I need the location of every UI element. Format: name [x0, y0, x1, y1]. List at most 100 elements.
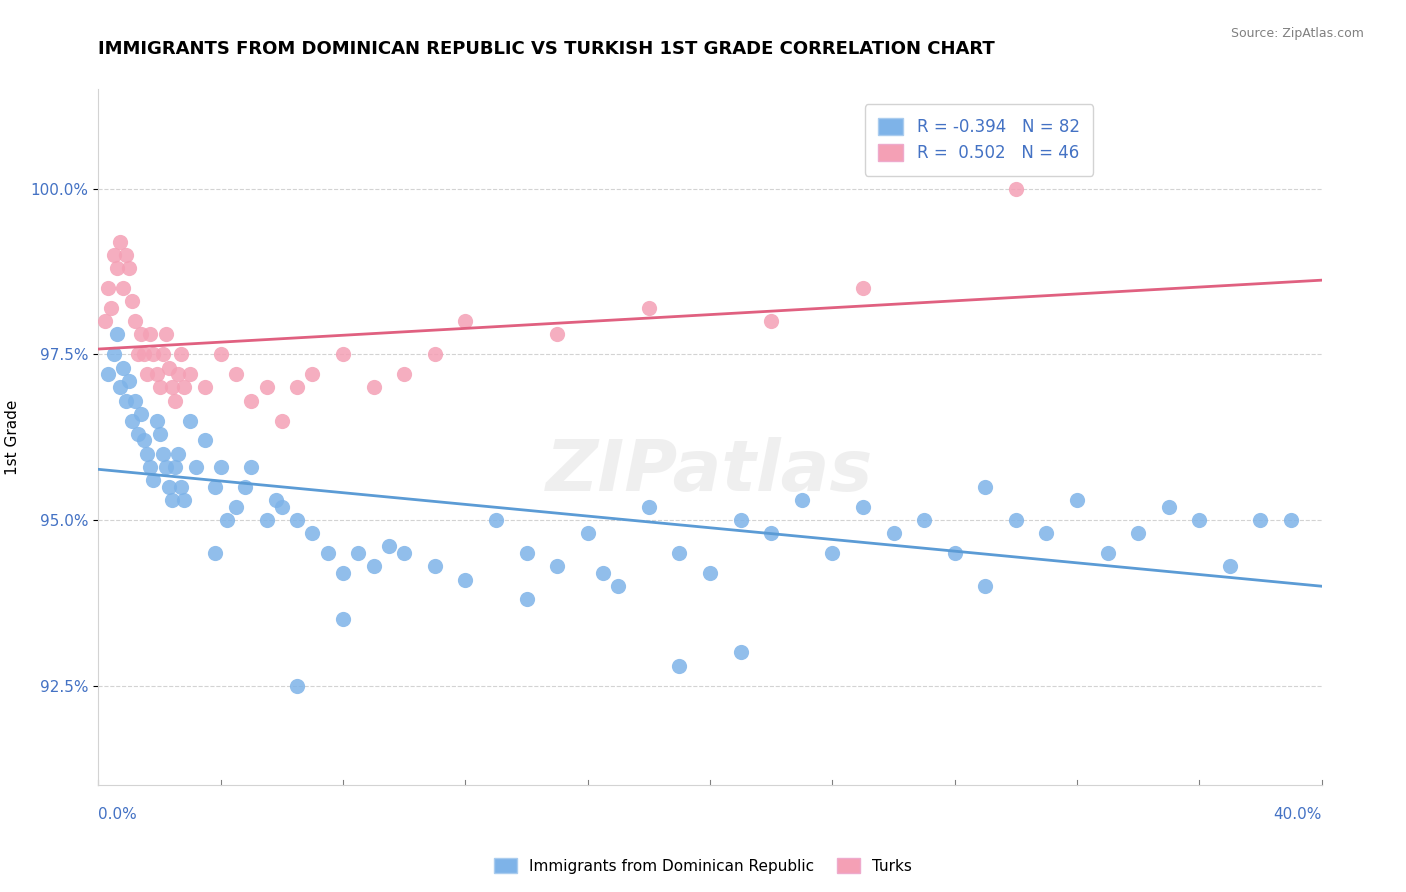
Point [108, 380, 131, 394]
Point [127, 347, 149, 361]
Point [160, 380, 183, 394]
Point [761, 526, 783, 541]
Point [108, 235, 131, 249]
Text: ZIPatlas: ZIPatlas [547, 437, 873, 507]
Point [883, 526, 905, 541]
Point [139, 459, 162, 474]
Point [152, 347, 174, 361]
Point [155, 459, 177, 474]
Point [423, 559, 446, 574]
Point [209, 459, 232, 474]
Point [139, 327, 162, 342]
Point [170, 347, 193, 361]
Point [546, 559, 568, 574]
Point [730, 645, 752, 659]
Point [852, 500, 875, 514]
Point [821, 546, 844, 560]
Point [1157, 500, 1180, 514]
Point [163, 393, 186, 408]
Point [285, 380, 308, 394]
Point [129, 407, 152, 421]
Point [423, 347, 446, 361]
Point [332, 347, 354, 361]
Point [134, 434, 156, 448]
Point [1004, 181, 1026, 195]
Point [103, 248, 125, 262]
Point [240, 459, 263, 474]
Point [730, 513, 752, 527]
Point [974, 480, 997, 494]
Point [285, 679, 308, 693]
Point [225, 500, 247, 514]
Point [115, 248, 138, 262]
Point [454, 314, 477, 328]
Text: IMMIGRANTS FROM DOMINICAN REPUBLIC VS TURKISH 1ST GRADE CORRELATION CHART: IMMIGRANTS FROM DOMINICAN REPUBLIC VS TU… [98, 40, 995, 58]
Point [105, 261, 128, 276]
Point [546, 327, 568, 342]
Point [157, 480, 180, 494]
Point [316, 546, 339, 560]
Point [1035, 526, 1057, 541]
Point [163, 459, 186, 474]
Text: Source: ZipAtlas.com: Source: ZipAtlas.com [1230, 27, 1364, 40]
Point [149, 426, 172, 441]
Point [204, 480, 226, 494]
Point [142, 473, 165, 487]
Point [225, 367, 247, 381]
Point [256, 513, 278, 527]
Point [264, 493, 287, 508]
Point [93, 314, 115, 328]
Point [240, 393, 263, 408]
Point [118, 374, 141, 388]
Point [270, 413, 294, 427]
Point [100, 301, 122, 315]
Point [637, 500, 661, 514]
Point [157, 360, 180, 375]
Point [347, 546, 370, 560]
Point [285, 513, 308, 527]
Point [912, 513, 935, 527]
Point [1219, 559, 1241, 574]
Y-axis label: 1st Grade: 1st Grade [4, 400, 20, 475]
Point [790, 493, 813, 508]
Point [209, 347, 232, 361]
Point [637, 301, 661, 315]
Point [516, 592, 538, 607]
Point [149, 380, 172, 394]
Point [1066, 493, 1088, 508]
Point [1097, 546, 1119, 560]
Point [1128, 526, 1150, 541]
Point [121, 413, 143, 427]
Point [194, 380, 217, 394]
Point [145, 367, 167, 381]
Point [167, 367, 190, 381]
Point [332, 566, 354, 580]
Point [136, 367, 159, 381]
Point [1250, 513, 1272, 527]
Point [115, 393, 138, 408]
Point [111, 360, 134, 375]
Point [136, 447, 159, 461]
Point [378, 540, 401, 554]
Point [173, 380, 195, 394]
Point [363, 380, 385, 394]
Legend: R = -0.394   N = 82, R =  0.502   N = 46: R = -0.394 N = 82, R = 0.502 N = 46 [865, 104, 1092, 176]
Point [194, 434, 217, 448]
Point [97, 281, 120, 295]
Point [111, 281, 134, 295]
Point [516, 546, 538, 560]
Point [152, 447, 174, 461]
Point [103, 347, 125, 361]
Text: 40.0%: 40.0% [1274, 807, 1322, 822]
Point [233, 480, 256, 494]
Point [179, 413, 201, 427]
Point [215, 513, 238, 527]
Point [1188, 513, 1211, 527]
Point [392, 546, 416, 560]
Point [363, 559, 385, 574]
Point [97, 367, 120, 381]
Point [127, 426, 149, 441]
Point [167, 447, 190, 461]
Point [134, 347, 156, 361]
Point [142, 347, 165, 361]
